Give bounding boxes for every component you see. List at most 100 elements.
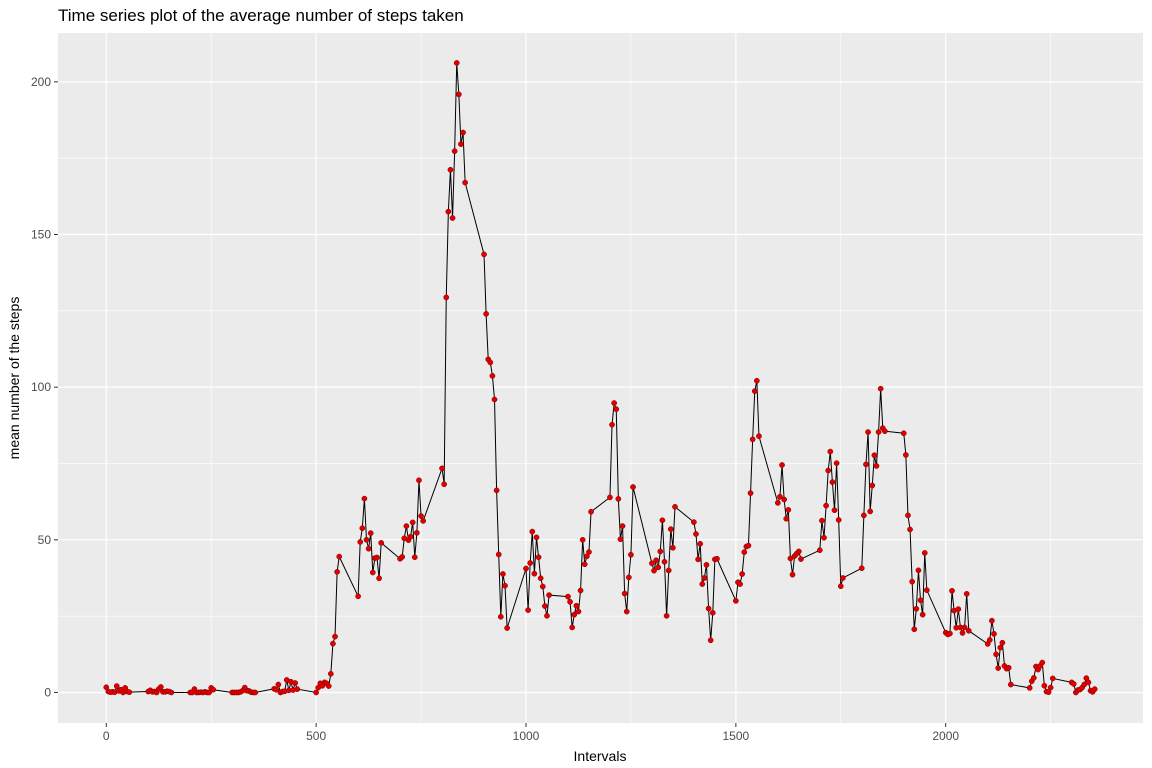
data-point (443, 294, 450, 301)
data-point (882, 428, 888, 434)
data-point (823, 502, 829, 509)
data-point (691, 519, 697, 525)
data-point (523, 565, 529, 572)
data-point (539, 583, 546, 590)
data-point (909, 578, 915, 585)
data-point (495, 551, 502, 558)
data-point (407, 533, 414, 540)
data-point (751, 388, 758, 394)
data-point (959, 630, 966, 636)
data-layer (103, 60, 1098, 696)
data-point (965, 627, 972, 634)
data-point (655, 564, 662, 571)
data-point (1045, 689, 1052, 696)
data-point (995, 665, 1002, 671)
x-tick-label: 1500 (723, 729, 750, 743)
data-point (493, 487, 500, 494)
data-point (481, 251, 487, 258)
data-point (491, 396, 498, 403)
x-axis: 0 500 1000 1500 2000 (103, 723, 959, 743)
data-point (865, 429, 871, 435)
data-point (795, 548, 802, 555)
data-point (863, 461, 869, 468)
data-point (325, 683, 332, 689)
data-point (577, 587, 584, 594)
data-point (900, 430, 907, 437)
data-point (829, 479, 836, 485)
data-point (502, 582, 508, 589)
data-point (779, 462, 785, 468)
data-point (126, 689, 133, 696)
data-point (455, 91, 462, 98)
data-point (113, 683, 120, 689)
y-axis: 0 50 100 150 200 (31, 75, 58, 699)
data-point (699, 581, 706, 587)
data-point (531, 570, 538, 577)
data-point (993, 651, 999, 658)
data-point (821, 534, 827, 541)
data-point (489, 373, 496, 379)
data-point (661, 558, 668, 565)
data-point (1026, 685, 1033, 691)
data-point (483, 311, 489, 317)
data-point (619, 523, 626, 529)
data-point (663, 612, 670, 619)
data-point (653, 557, 659, 564)
data-point (697, 540, 704, 547)
major-gridlines (58, 33, 1143, 723)
data-point (777, 493, 783, 500)
data-point (905, 512, 911, 519)
data-point (210, 686, 217, 693)
y-tick-label: 200 (31, 75, 51, 89)
data-point (588, 508, 594, 515)
data-point (861, 512, 867, 519)
data-point (569, 624, 576, 631)
data-point (1091, 686, 1098, 692)
data-point (947, 630, 953, 637)
data-point (613, 406, 620, 412)
data-point (630, 484, 636, 490)
data-point (798, 556, 804, 562)
data-point (411, 554, 418, 561)
data-point (567, 598, 573, 605)
data-point (911, 626, 918, 633)
data-point (749, 436, 756, 443)
y-tick-label: 0 (44, 685, 51, 699)
data-point (665, 567, 672, 574)
data-point (1031, 674, 1037, 681)
data-point (737, 581, 743, 587)
data-point (649, 560, 655, 567)
data-point (997, 644, 1004, 651)
data-point (313, 689, 319, 696)
data-point (357, 539, 364, 545)
data-point (667, 526, 674, 532)
data-point (441, 481, 448, 488)
data-point (657, 548, 664, 555)
x-tick-label: 1000 (513, 729, 540, 743)
data-point (827, 448, 834, 455)
x-axis-title: Intervals (574, 748, 627, 764)
data-point (157, 684, 164, 690)
data-point (714, 555, 720, 562)
data-point (497, 613, 504, 620)
data-point (1070, 681, 1077, 687)
data-point (334, 569, 340, 575)
data-point (565, 593, 571, 600)
data-point (625, 574, 632, 581)
x-tick-label: 500 (306, 729, 326, 743)
data-point (617, 536, 624, 543)
data-point (781, 496, 787, 503)
data-point (837, 583, 844, 590)
data-point (451, 148, 458, 155)
data-point (986, 637, 993, 643)
data-point (546, 592, 552, 598)
data-point (500, 571, 506, 577)
data-point (458, 141, 464, 147)
data-point (355, 593, 361, 600)
data-point (659, 517, 666, 524)
plot-panel (58, 33, 1143, 723)
data-point (871, 452, 878, 459)
data-point (579, 536, 586, 543)
series-line (105, 62, 1096, 694)
data-point (651, 567, 657, 574)
